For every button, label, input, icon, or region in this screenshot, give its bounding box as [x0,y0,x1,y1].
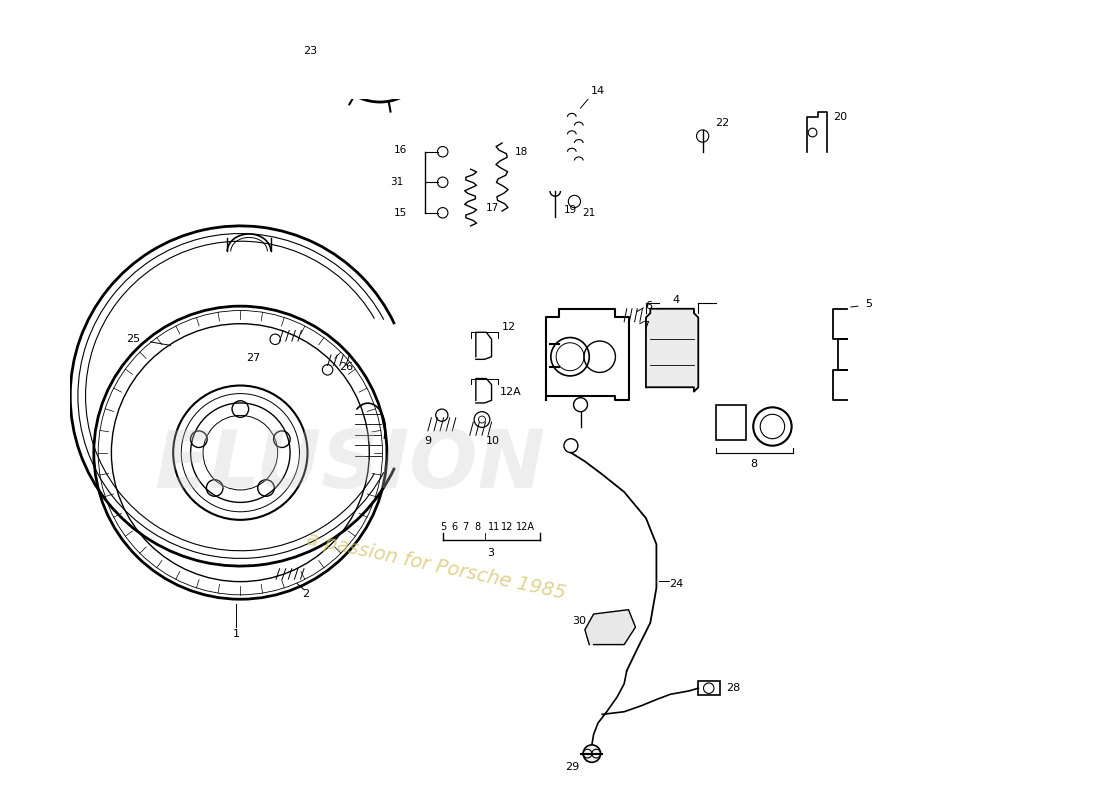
Text: 4: 4 [673,295,680,305]
Text: 23: 23 [304,46,317,57]
Text: 20: 20 [834,112,847,122]
Text: 27: 27 [246,354,261,363]
Text: 7: 7 [462,522,469,532]
Text: 11: 11 [488,522,501,532]
Text: 3: 3 [487,548,495,558]
Text: 16: 16 [394,145,407,155]
Text: 19: 19 [564,205,578,215]
Text: 12A: 12A [516,522,535,532]
Text: 15: 15 [394,208,407,218]
Text: a passion for Porsche 1985: a passion for Porsche 1985 [306,530,568,603]
Text: 7: 7 [642,321,649,331]
Text: 18: 18 [515,146,528,157]
Text: 5: 5 [440,522,447,532]
Text: 8: 8 [474,522,481,532]
Text: 24: 24 [670,578,683,589]
Text: 12: 12 [502,522,514,532]
Text: 31: 31 [389,178,403,187]
Text: ELUSION: ELUSION [154,426,544,505]
Text: 17: 17 [486,203,499,214]
Text: 29: 29 [565,762,580,772]
Bar [698,682,720,695]
Text: 12A: 12A [499,386,521,397]
Text: 6: 6 [645,301,652,311]
Text: 9: 9 [425,436,431,446]
Bar [716,405,746,439]
Circle shape [583,745,601,762]
Text: 21: 21 [582,208,595,218]
Text: 2: 2 [302,589,309,599]
Text: 25: 25 [126,334,140,344]
Text: 14: 14 [591,86,605,96]
Text: 28: 28 [726,683,740,693]
Text: 30: 30 [572,616,586,626]
Text: 6: 6 [452,522,458,532]
Text: 5: 5 [865,299,872,310]
Text: 26: 26 [339,362,353,372]
Polygon shape [585,610,636,645]
Polygon shape [646,309,698,392]
Text: 12: 12 [502,322,516,332]
Text: 1: 1 [232,629,240,639]
Text: 8: 8 [750,459,758,469]
Text: 22: 22 [715,118,729,128]
Text: 10: 10 [485,436,499,446]
